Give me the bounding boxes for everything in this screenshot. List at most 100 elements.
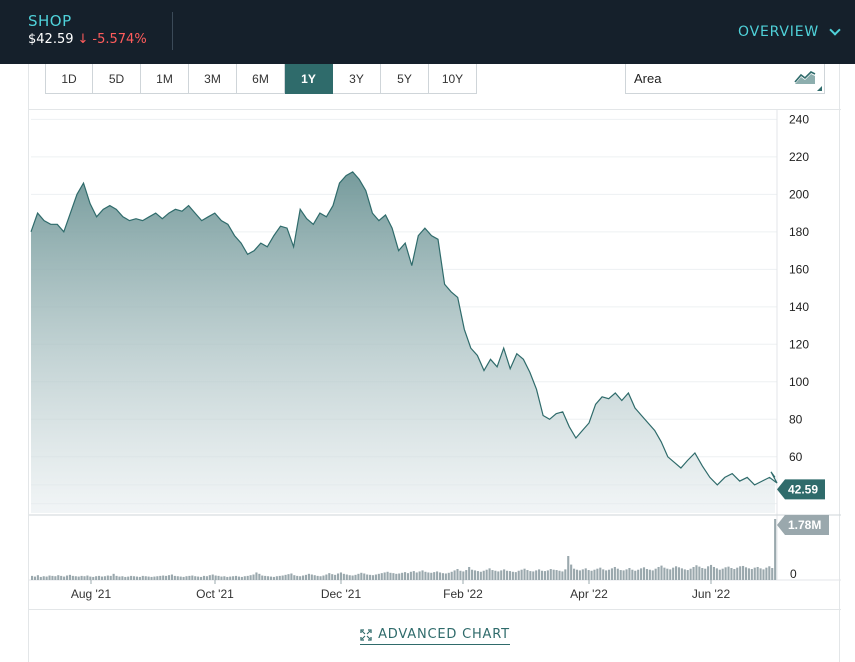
volume-bar	[421, 570, 424, 580]
volume-bar	[514, 572, 517, 580]
volume-bar	[229, 576, 232, 580]
time-tick-label: Oct '21	[196, 587, 234, 601]
volume-bar	[118, 576, 121, 580]
volume-bar	[468, 566, 471, 580]
corner-mark	[817, 86, 822, 91]
volume-bar	[715, 568, 718, 580]
volume-bar	[45, 576, 48, 580]
volume-bar	[508, 571, 512, 580]
advanced-chart-link[interactable]: ADVANCED CHART	[360, 627, 510, 645]
price-tick-label: 140	[789, 300, 809, 314]
volume-bar	[86, 575, 89, 580]
range-button-5d[interactable]: 5D	[93, 64, 141, 94]
volume-bar	[208, 575, 211, 580]
volume-max-value: 1.78M	[788, 518, 821, 532]
volume-bar	[205, 576, 208, 580]
volume-bar	[165, 575, 168, 580]
volume-bar	[354, 574, 357, 580]
volume-bar	[39, 576, 42, 580]
chart-area[interactable]: 240 220 200 180 160 140 120 100 80 60 42.59 1.78M…	[29, 109, 841, 609]
range-button-3y[interactable]: 3Y	[333, 64, 381, 94]
volume-bar	[74, 576, 77, 580]
volume-bar	[488, 568, 491, 580]
range-button-6m[interactable]: 6M	[237, 64, 285, 94]
range-button-3m[interactable]: 3M	[189, 64, 237, 94]
last-price-label: 42.59	[777, 479, 825, 500]
volume-bar	[115, 575, 118, 580]
volume-bar	[427, 572, 430, 580]
volume-bar	[369, 574, 372, 580]
volume-bar	[433, 572, 436, 580]
chevron-down-icon	[829, 24, 841, 36]
volume-bar	[124, 576, 127, 580]
ticker-quote: $42.59 ↓ -5.574%	[28, 32, 147, 47]
volume-bar	[660, 565, 663, 580]
range-button-5y[interactable]: 5Y	[381, 64, 429, 94]
volume-bar	[246, 575, 249, 580]
price-tick-label: 120	[789, 337, 809, 351]
price-chart: 240 220 200 180 160 140 120 100 80 60 42.59 1.78M…	[29, 110, 841, 601]
volume-bar	[71, 575, 74, 580]
range-button-10y[interactable]: 10Y	[429, 64, 477, 94]
volume-bar	[92, 576, 95, 580]
volume-bar	[686, 570, 689, 580]
volume-bar	[313, 575, 316, 580]
volume-bar	[360, 572, 363, 580]
volume-bar	[141, 575, 144, 580]
volume-bar	[724, 567, 727, 580]
range-button-1y[interactable]: 1Y	[285, 64, 333, 94]
chart-type-select[interactable]: Area	[625, 64, 825, 94]
volume-bar	[666, 568, 669, 580]
volume-bar	[750, 569, 753, 580]
volume-bar	[159, 575, 162, 580]
volume-bar	[473, 570, 477, 580]
overview-dropdown[interactable]: OVERVIEW	[738, 24, 841, 40]
time-tick-label: Jun '22	[692, 587, 731, 601]
volume-bar	[712, 566, 715, 580]
volume-bar	[625, 569, 628, 580]
volume-bar	[663, 567, 666, 580]
volume-bar	[132, 576, 136, 580]
volume-bar	[692, 566, 695, 580]
volume-bar	[162, 575, 165, 580]
price-tick-label: 180	[789, 225, 809, 239]
volume-bar	[564, 569, 567, 580]
volume-bar	[170, 574, 173, 580]
volume-bar	[573, 568, 576, 580]
volume-bar	[269, 576, 273, 580]
volume-bar	[234, 575, 238, 580]
range-button-1d[interactable]: 1D	[45, 64, 93, 94]
volume-bar	[596, 568, 599, 580]
volume-bar	[637, 569, 640, 580]
chart-panel: 1D 5D 1M 3M 6M 1Y 3Y 5Y 10Y Area 240 220 200 180 160…	[28, 64, 841, 662]
volume-bar	[339, 572, 342, 580]
volume-bar	[374, 574, 377, 580]
volume-bar	[707, 566, 710, 580]
volume-bar	[322, 575, 325, 580]
volume-bar	[436, 571, 439, 580]
last-price-tag	[777, 479, 825, 500]
volume-bar	[570, 564, 573, 580]
volume-bar	[121, 576, 124, 580]
volume-bar	[267, 576, 270, 580]
volume-bar	[275, 576, 278, 580]
price-area	[31, 171, 777, 513]
volume-bar	[54, 576, 57, 580]
time-tick-label: Aug '21	[71, 587, 112, 601]
ticker-symbol[interactable]: SHOP	[28, 12, 72, 30]
volume-bar	[386, 571, 389, 580]
volume-bar	[430, 572, 433, 580]
volume-tick-label: 0	[790, 567, 797, 581]
volume-bar	[500, 570, 503, 580]
range-button-1m[interactable]: 1M	[141, 64, 189, 94]
volume-bar	[733, 569, 736, 580]
volume-bar	[290, 573, 293, 580]
volume-bar	[672, 567, 675, 580]
volume-bar	[226, 576, 229, 580]
price-axis: 240 220 200 180 160 140 120 100 80 60	[789, 112, 809, 463]
volume-bar	[447, 572, 450, 580]
volume-bar	[182, 576, 185, 580]
volume-bar	[33, 576, 37, 580]
volume-bar	[109, 575, 112, 580]
volume-bar	[622, 570, 625, 580]
